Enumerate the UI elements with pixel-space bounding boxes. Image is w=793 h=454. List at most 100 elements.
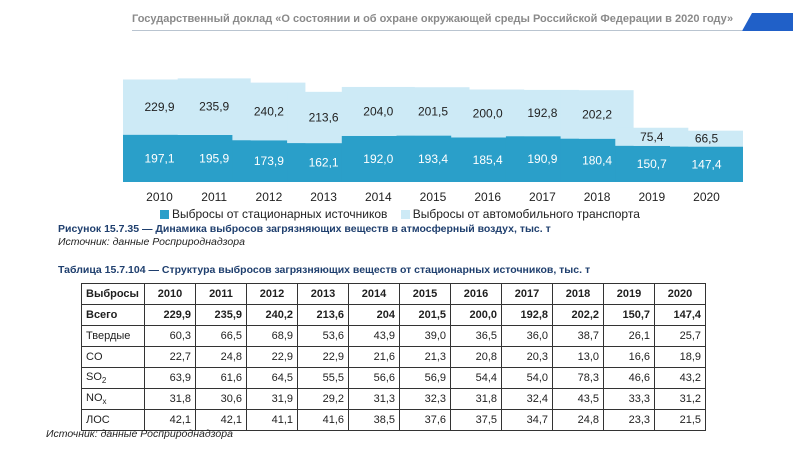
table-cell: 32,4	[501, 388, 553, 410]
table-row-label: SO2	[81, 367, 145, 389]
table-header-year: 2016	[450, 283, 502, 305]
table-cell: 200,0	[450, 304, 502, 326]
table-cell: 31,8	[144, 388, 196, 410]
table-cell: 66,5	[195, 325, 247, 347]
value-label-stationary-2012: 173,9	[254, 154, 284, 168]
table-cell: 78,3	[552, 367, 604, 389]
table-row: ЛОС 42,1 42,1 41,1 41,6 38,5 37,6 37,5 34,7 24,8 2…	[81, 409, 706, 431]
table-cell: 25,7	[654, 325, 706, 347]
value-label-transport-2018: 202,2	[582, 107, 612, 121]
table-cell: 229,9	[144, 304, 196, 326]
table-row: SO2 63,9 61,6 64,5 55,5 56,6 56,9 54,4 54,0 78,3 4…	[81, 367, 706, 389]
x-tick-label-2011: 2011	[201, 190, 227, 204]
value-label-stationary-2018: 180,4	[582, 153, 612, 167]
figure-caption: Рисунок 15.7.35 — Динамика выбросов загр…	[58, 223, 551, 235]
table-cell: 24,8	[552, 409, 604, 431]
x-tick-label-2019: 2019	[638, 190, 665, 204]
table-cell: 21,3	[399, 346, 451, 368]
table-header-year: 2014	[348, 283, 400, 305]
table-cell: 38,7	[552, 325, 604, 347]
value-label-stationary-2015: 193,4	[418, 152, 448, 166]
table-header-year: 2011	[195, 283, 247, 305]
table-cell: 37,5	[450, 409, 502, 431]
header-accent-tab	[742, 13, 793, 31]
chart-legend: Выбросы от стационарных источников Выбро…	[160, 207, 640, 221]
table-cell: 54,4	[450, 367, 502, 389]
table-header-label: Выбросы	[81, 283, 145, 305]
value-label-transport-2011: 235,9	[199, 100, 229, 114]
table-cell: 202,2	[552, 304, 604, 326]
table-cell: 31,2	[654, 388, 706, 410]
value-label-stationary-2020: 147,4	[691, 157, 721, 171]
legend-item-stationary: Выбросы от стационарных источников	[160, 207, 391, 221]
legend-item-transport: Выбросы от автомобильного транспорта	[400, 207, 640, 221]
table-header-year: 2013	[297, 283, 349, 305]
x-tick-label-2018: 2018	[584, 190, 611, 204]
table-cell: 46,6	[603, 367, 655, 389]
emissions-stacked-bar-chart: 197,1 229,9 2010 195,9 235,9 2011 173,9 240,2 20…	[123, 78, 743, 204]
table-cell: 41,6	[297, 409, 349, 431]
table-cell: 54,0	[501, 367, 553, 389]
table-header-year: 2010	[144, 283, 196, 305]
emissions-structure-table: Выбросы 2010 2011 2012 2013 2014 2015 20…	[81, 283, 706, 431]
table-row: NOx 31,8 30,6 31,9 29,2 31,3 32,3 31,8 32,4 43,5 3…	[81, 388, 706, 410]
table-cell: 41,1	[246, 409, 298, 431]
value-label-transport-2019: 75,4	[640, 130, 664, 144]
bar-transport-2020	[670, 130, 743, 147]
value-label-transport-2012: 240,2	[254, 104, 284, 118]
table-cell: 68,9	[246, 325, 298, 347]
x-tick-label-2017: 2017	[529, 190, 556, 204]
value-label-transport-2015: 201,5	[418, 104, 448, 118]
report-header: Государственный доклад «О состоянии и об…	[0, 0, 793, 40]
x-tick-label-2015: 2015	[420, 190, 447, 204]
legend-label-stationary: Выбросы от стационарных источников	[172, 207, 388, 221]
table-cell: 18,9	[654, 346, 706, 368]
table-header-year: 2018	[552, 283, 604, 305]
table-cell: 30,6	[195, 388, 247, 410]
table-cell: 240,2	[246, 304, 298, 326]
table-cell: 204	[348, 304, 400, 326]
table-cell: 33,3	[603, 388, 655, 410]
table-cell: 21,5	[654, 409, 706, 431]
value-label-transport-2017: 192,8	[527, 106, 557, 120]
table-header-year: 2017	[501, 283, 553, 305]
legend-label-transport: Выбросы от автомобильного транспорта	[412, 207, 640, 221]
value-label-transport-2010: 229,9	[144, 100, 174, 114]
table-row-label: Всего	[81, 304, 145, 326]
table-cell: 235,9	[195, 304, 247, 326]
table-header-year: 2012	[246, 283, 298, 305]
table-header-year: 2015	[399, 283, 451, 305]
table-cell: 43,9	[348, 325, 400, 347]
x-tick-label-2016: 2016	[474, 190, 501, 204]
table-source: Источник: данные Росприроднадзора	[46, 428, 233, 440]
table-cell: 42,1	[144, 409, 196, 431]
table-cell: 53,6	[297, 325, 349, 347]
table-cell: 201,5	[399, 304, 451, 326]
x-tick-label-2020: 2020	[693, 190, 720, 204]
table-cell: 213,6	[297, 304, 349, 326]
table-cell: 22,7	[144, 346, 196, 368]
x-tick-label-2010: 2010	[146, 190, 173, 204]
table-cell: 192,8	[501, 304, 553, 326]
value-label-transport-2014: 204,0	[363, 104, 393, 118]
table-header-year: 2019	[603, 283, 655, 305]
table-cell: 42,1	[195, 409, 247, 431]
x-tick-label-2014: 2014	[365, 190, 392, 204]
table-cell: 26,1	[603, 325, 655, 347]
figure-source: Источник: данные Росприроднадзора	[58, 236, 245, 248]
table-cell: 36,5	[450, 325, 502, 347]
table-cell: 31,8	[450, 388, 502, 410]
table-cell: 147,4	[654, 304, 706, 326]
table-cell: 56,6	[348, 367, 400, 389]
table-cell: 24,8	[195, 346, 247, 368]
table-cell: 29,2	[297, 388, 349, 410]
table-cell: 13,0	[552, 346, 604, 368]
table-row-label: Твердые	[81, 325, 145, 347]
legend-swatch-transport	[400, 210, 410, 219]
table-cell: 31,9	[246, 388, 298, 410]
header-divider	[132, 30, 742, 31]
table-cell: 39,0	[399, 325, 451, 347]
value-label-stationary-2014: 192,0	[363, 152, 393, 166]
table-row: CO 22,7 24,8 22,9 22,9 21,6 21,3 20,8 20,3 13,0 16…	[81, 346, 706, 368]
bar-stationary-2020	[670, 146, 743, 182]
